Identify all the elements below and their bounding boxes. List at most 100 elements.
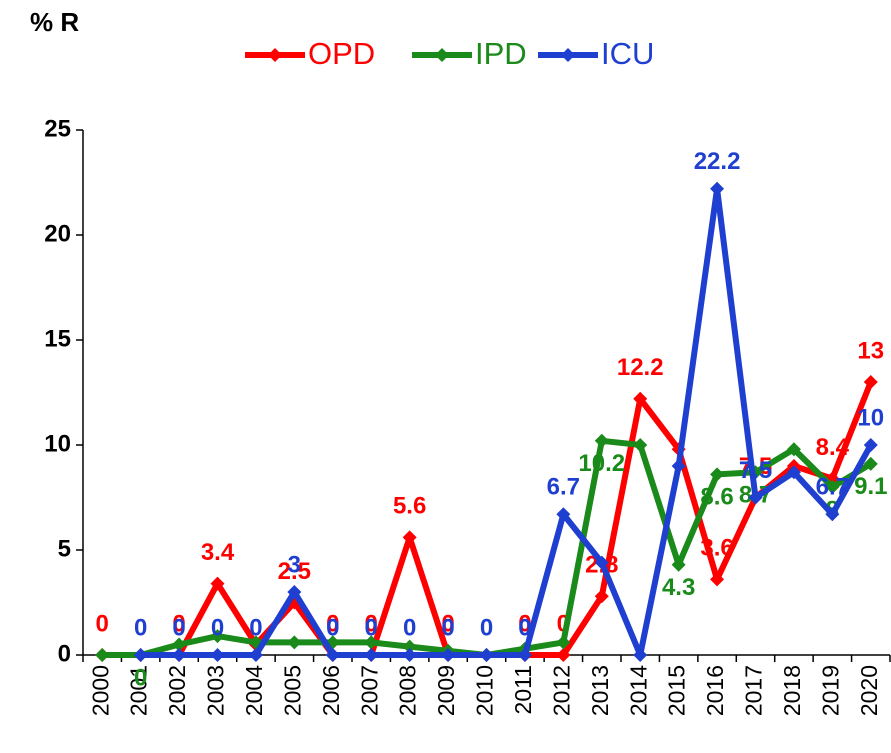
x-tick-label: 2014	[625, 665, 651, 716]
data-point	[287, 585, 302, 599]
data-label: 0	[441, 614, 454, 641]
data-point	[479, 648, 494, 662]
data-point	[556, 635, 571, 650]
data-point	[786, 465, 801, 480]
data-label: 0	[441, 610, 454, 637]
x-tick-label: 2009	[433, 665, 459, 716]
x-tick-label: 2011	[510, 665, 536, 714]
data-label: 0	[518, 614, 531, 641]
data-label: 7.5	[739, 457, 772, 484]
data-point	[786, 442, 801, 457]
data-point	[172, 648, 187, 662]
x-tick-label: 2003	[203, 665, 229, 716]
data-label: 12.2	[617, 354, 664, 381]
data-label: 3	[288, 551, 301, 578]
series-line	[140, 185, 874, 658]
data-label: 0	[96, 610, 109, 637]
data-label: 2.5	[278, 558, 311, 585]
data-label: 0	[480, 614, 493, 641]
data-point	[710, 467, 725, 482]
data-label: 5.6	[393, 493, 426, 520]
x-tick-label: 2004	[241, 665, 267, 716]
data-point	[210, 648, 225, 662]
data-point	[633, 391, 648, 406]
data-label: 0	[326, 614, 339, 641]
data-label: 0	[365, 610, 378, 637]
data-label: 0	[365, 614, 378, 641]
data-point	[633, 438, 648, 452]
data-label: 0	[172, 614, 185, 641]
y-tick-label: 25	[44, 115, 71, 142]
x-tick-label: 2001	[126, 665, 152, 716]
data-point	[825, 480, 840, 494]
y-tick-label: 15	[44, 325, 71, 352]
data-label: 0	[211, 614, 224, 641]
data-point	[671, 557, 686, 572]
data-label: 0	[134, 614, 147, 641]
x-tick-label: 2002	[164, 665, 190, 716]
data-point	[402, 530, 417, 545]
data-label: 3.4	[201, 539, 235, 566]
data-label: 3.6	[700, 535, 733, 562]
data-point	[556, 507, 571, 522]
data-point	[364, 635, 379, 650]
y-tick-label: 5	[58, 535, 71, 562]
data-label: 0	[518, 610, 531, 637]
data-point	[287, 635, 302, 650]
x-tick-label: 2020	[856, 665, 882, 716]
data-label: 4.3	[662, 574, 695, 601]
data-label: 0	[134, 664, 147, 691]
y-tick-label: 10	[44, 430, 71, 457]
legend-marker	[435, 48, 449, 62]
x-tick-label: 2000	[87, 665, 113, 716]
data-label: 6.7	[547, 474, 580, 501]
data-point	[133, 648, 148, 662]
x-tick-label: 2017	[741, 665, 767, 716]
data-point	[710, 572, 725, 587]
x-tick-label: 2016	[702, 665, 728, 716]
data-label: 6.7	[816, 474, 849, 501]
data-point	[748, 490, 763, 505]
y-tick-label: 20	[44, 220, 71, 247]
data-point	[710, 181, 725, 196]
x-tick-label: 2019	[817, 665, 843, 716]
data-label: 0	[172, 610, 185, 637]
data-point	[172, 637, 187, 652]
data-point	[402, 648, 417, 662]
data-point	[671, 459, 686, 473]
data-point	[594, 433, 609, 448]
x-tick-label: 2010	[472, 665, 498, 716]
legend-marker	[561, 48, 575, 62]
data-point	[248, 648, 263, 662]
data-point	[594, 555, 609, 570]
x-tick-label: 2013	[587, 665, 613, 716]
x-tick-label: 2007	[356, 665, 382, 716]
x-tick-label: 2005	[279, 665, 305, 716]
data-point	[95, 648, 110, 662]
data-label: 10.2	[578, 450, 625, 477]
data-point	[210, 576, 225, 591]
data-point	[594, 589, 609, 604]
data-label: 0	[403, 614, 416, 641]
legend-label: IPD	[475, 36, 527, 71]
legend-label: OPD	[308, 36, 375, 71]
data-label: 10	[857, 404, 884, 431]
data-point	[402, 639, 417, 654]
data-label: 13	[857, 337, 884, 364]
data-point	[210, 629, 225, 644]
data-point	[325, 648, 340, 662]
data-label: 8.6	[700, 484, 733, 511]
x-tick-label: 2006	[318, 665, 344, 716]
data-point	[556, 648, 571, 662]
data-label: 22.2	[694, 148, 741, 175]
data-label: 8.4	[816, 434, 850, 461]
x-tick-label: 2018	[779, 665, 805, 716]
data-label: 0	[249, 614, 262, 641]
data-point	[825, 507, 840, 522]
legend-label: ICU	[601, 36, 654, 71]
x-tick-label: 2015	[664, 665, 690, 716]
data-point	[517, 648, 532, 662]
data-point	[863, 438, 878, 452]
data-point	[441, 648, 456, 662]
